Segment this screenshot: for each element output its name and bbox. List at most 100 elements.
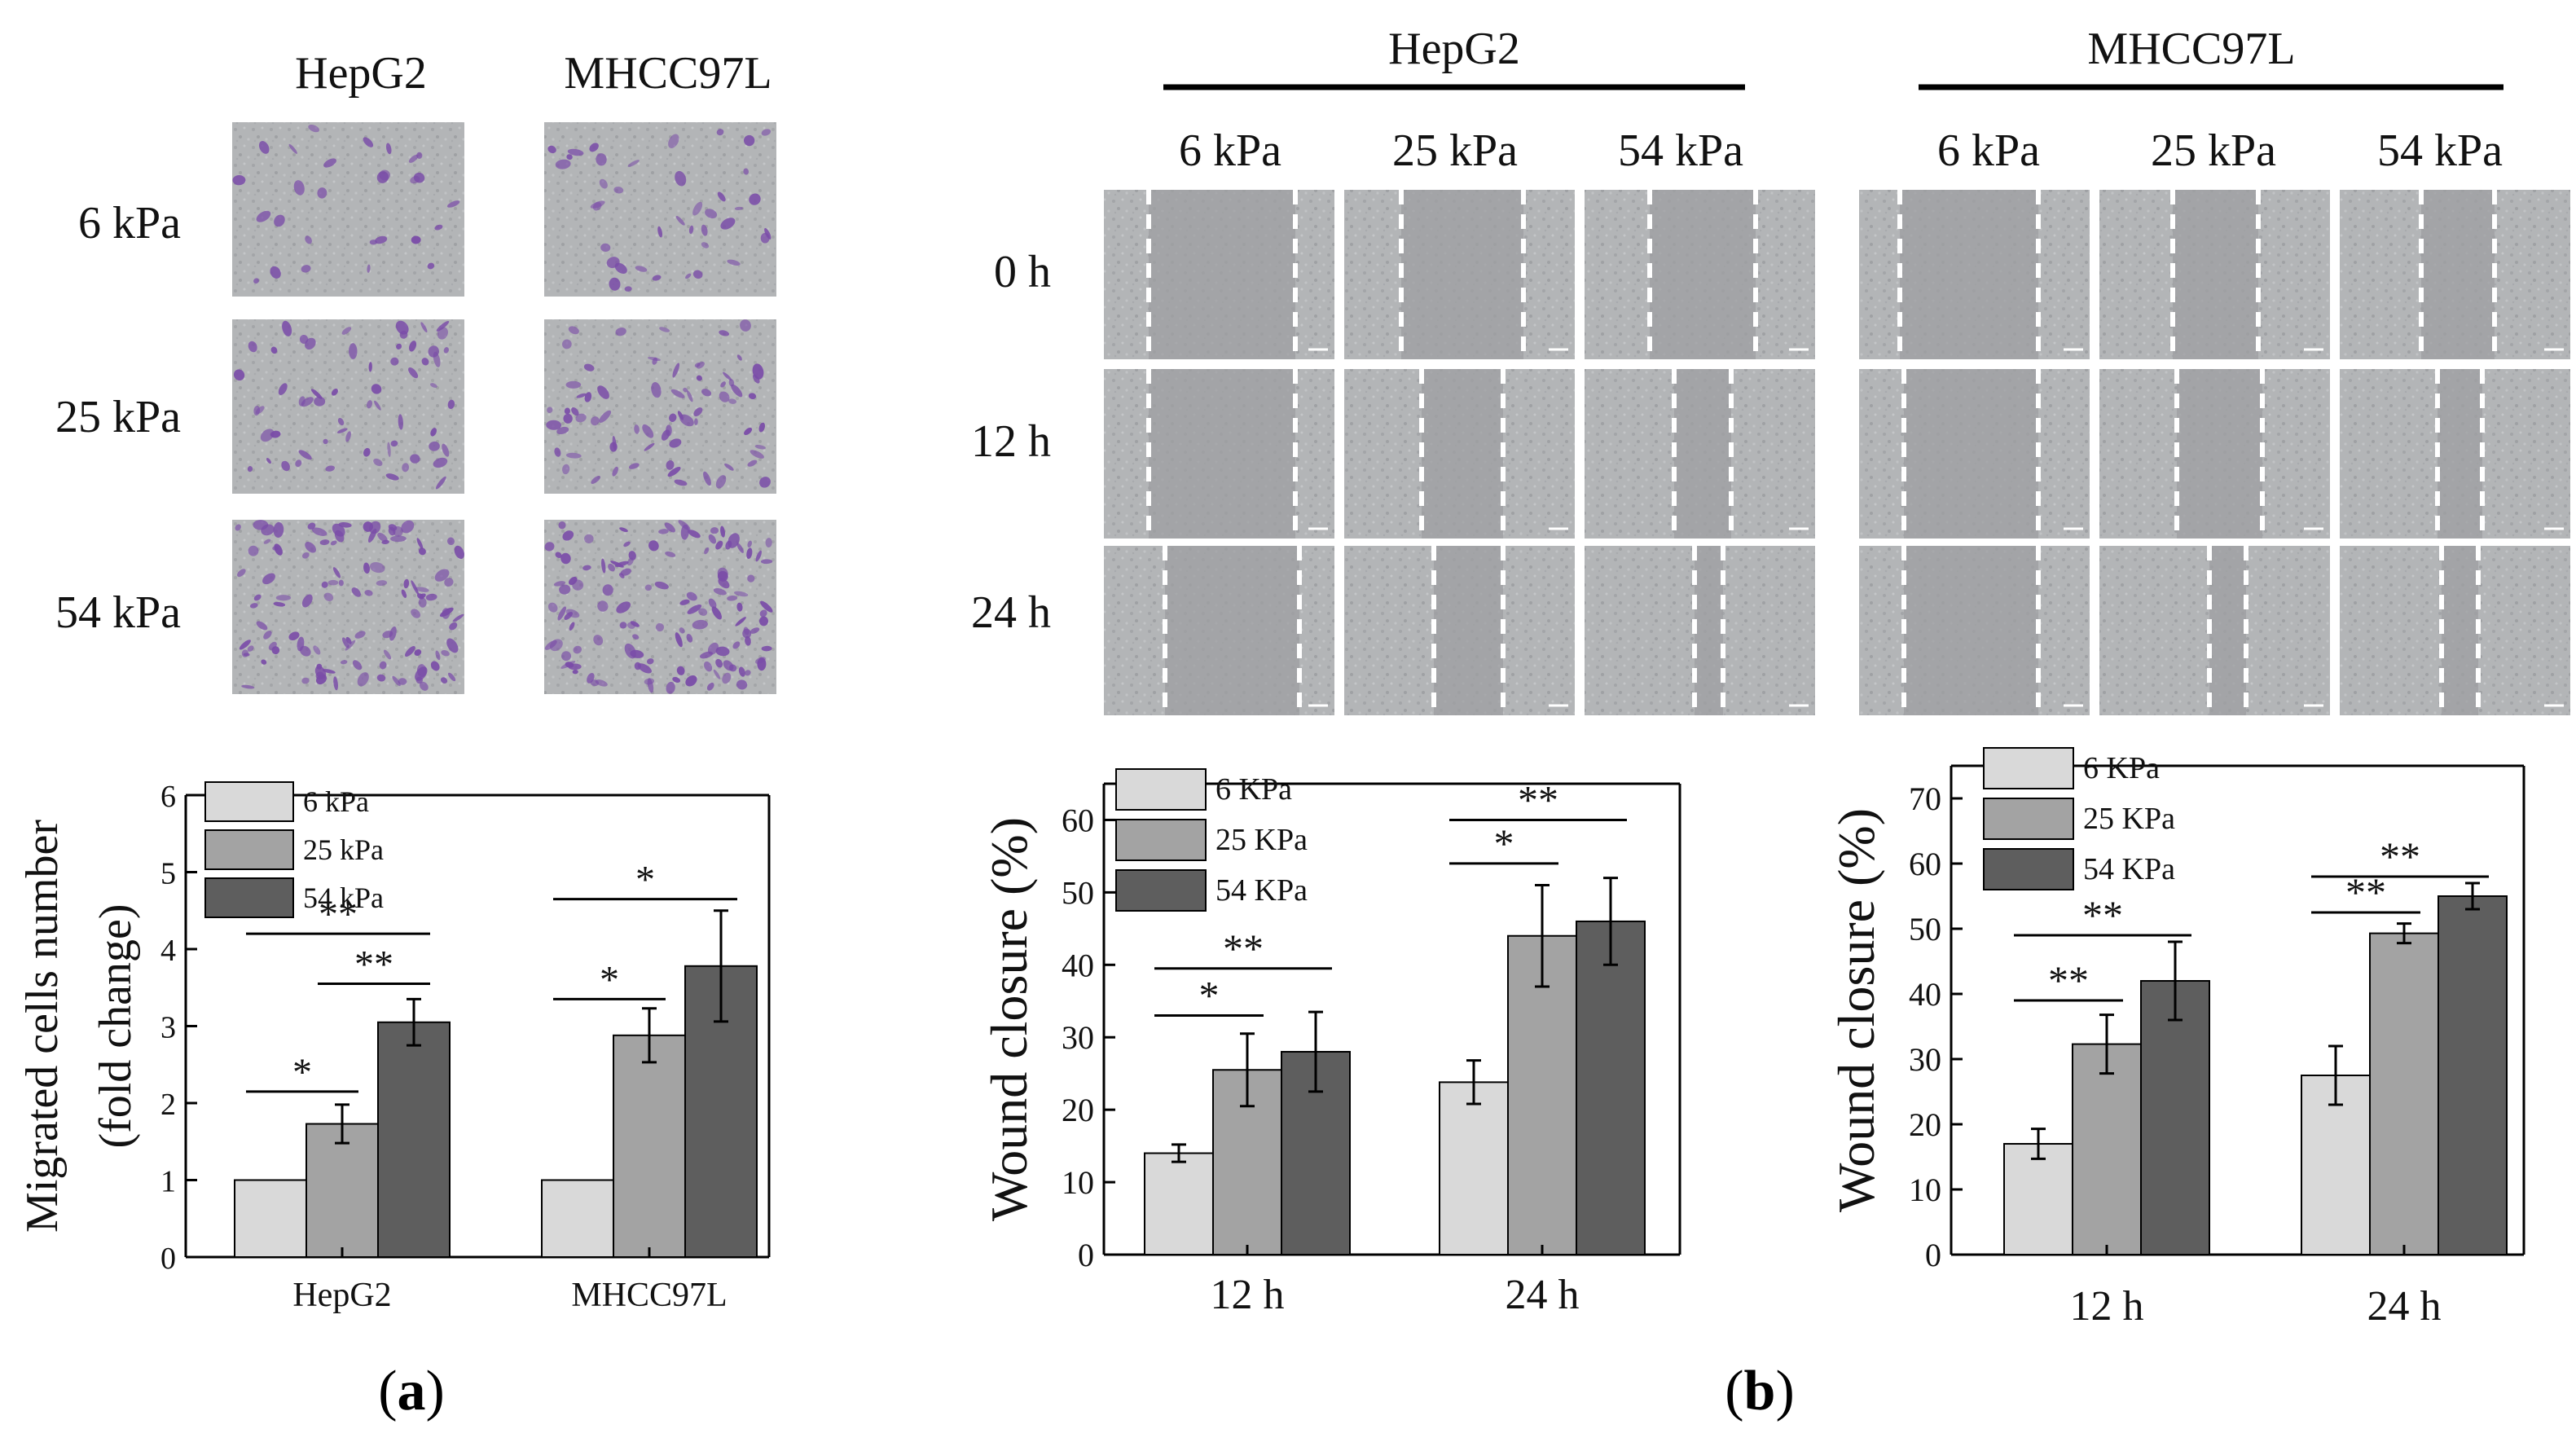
transwell-micrograph <box>232 518 466 694</box>
wound-micrograph <box>1585 546 1815 715</box>
stained-cell <box>328 580 339 586</box>
y-tick-label: 20 <box>1909 1106 1941 1143</box>
x-category-label: MHCC97L <box>571 1277 727 1314</box>
legend-label: 54 kPa <box>303 881 384 914</box>
panel-label-a: (a) <box>378 1360 445 1422</box>
significance-marker: * <box>292 1051 312 1094</box>
micrograph-background <box>232 520 464 694</box>
x-category-label: HepG2 <box>292 1277 391 1314</box>
legend-swatch <box>1116 769 1206 810</box>
wound-micrograph <box>1344 190 1575 359</box>
legend-swatch <box>1116 820 1206 860</box>
wound-micrograph <box>1344 546 1575 715</box>
wound-gap <box>2173 190 2258 359</box>
x-category-label: 12 h <box>2070 1283 2144 1330</box>
wound-micrograph <box>2099 369 2330 539</box>
chart-wound-closure-mhcc97l: 010203040506070Wound closure (%)12 h 24 h… <box>1827 748 2524 1330</box>
y-tick-label: 6 <box>160 780 176 814</box>
legend-label: 25 kPa <box>303 833 384 866</box>
significance-marker: ** <box>1223 925 1264 971</box>
y-tick-label: 2 <box>160 1088 176 1122</box>
y-tick-label: 60 <box>1062 802 1094 838</box>
y-tick-label: 60 <box>1909 846 1941 882</box>
panel-b-time-label-24h: 24 h <box>971 587 1051 638</box>
stained-cell <box>759 616 768 626</box>
panel-b-stiffness-label: 6 kPa <box>1179 125 1281 176</box>
wound-gap <box>2442 546 2478 715</box>
significance-marker: * <box>635 859 655 902</box>
panel-b-stiffness-label: 25 kPa <box>2151 125 2276 176</box>
wound-micrograph <box>1104 369 1334 539</box>
significance-marker: ** <box>354 943 393 987</box>
panel-a-row-label-54kpa: 54 kPa <box>55 587 181 638</box>
bar <box>2370 934 2438 1255</box>
y-tick-label: 40 <box>1062 947 1094 983</box>
wound-gap <box>2421 190 2495 359</box>
panel-b-micrographs: HepG2 MHCC97L 6 kPa 25 kPa 54 kPa 6 kPa … <box>971 24 2570 715</box>
significance-marker: * <box>600 958 619 1001</box>
wound-gap <box>2438 369 2482 539</box>
wound-gap <box>1422 369 1503 539</box>
panel-b-time-label-0h: 0 h <box>994 247 1051 297</box>
wound-gap <box>1434 546 1503 715</box>
panel-a-micrographs: HepG2 MHCC97L 6 kPa 25 kPa 54 kPa <box>55 48 776 695</box>
y-tick-label: 1 <box>160 1165 176 1199</box>
y-tick-label: 10 <box>1062 1164 1094 1201</box>
wound-micrograph <box>1344 369 1575 539</box>
transwell-micrograph <box>231 319 464 494</box>
wound-gap <box>1904 546 2038 715</box>
bar <box>1440 1082 1508 1255</box>
bar <box>2438 896 2507 1255</box>
panel-b-stiffness-label: 54 kPa <box>2377 125 2503 176</box>
micrograph-background <box>232 319 464 494</box>
figure: HepG2 MHCC97L 6 kPa 25 kPa 54 kPa HepG2 … <box>0 0 2576 1442</box>
significance-marker: * <box>1494 820 1514 866</box>
wound-gap <box>1149 190 1295 359</box>
bar <box>2073 1044 2141 1255</box>
wound-gap <box>1900 190 2038 359</box>
wound-gap <box>1165 546 1299 715</box>
y-tick-label: 3 <box>160 1011 176 1045</box>
wound-micrograph <box>2340 190 2570 359</box>
stained-cell <box>416 152 422 159</box>
legend-swatch <box>1984 748 2073 789</box>
y-axis-label: Wound closure (%) <box>980 817 1038 1221</box>
panel-b-group-label-hepg2: HepG2 <box>1388 24 1520 74</box>
significance-marker: ** <box>1518 776 1558 822</box>
legend-swatch <box>1116 870 1206 911</box>
x-category-label: 24 h <box>2367 1283 2442 1330</box>
bar <box>613 1035 685 1257</box>
wound-micrograph <box>2099 190 2330 359</box>
chart-wound-closure-hepg2: 0102030405060Wound closure (%)12 h 24 h**… <box>980 769 1680 1318</box>
y-tick-label: 30 <box>1062 1019 1094 1056</box>
micrograph-background <box>544 319 776 494</box>
y-tick-label: 30 <box>1909 1041 1941 1078</box>
y-tick-label: 0 <box>1078 1237 1094 1273</box>
wound-gap <box>1149 369 1295 539</box>
stained-cell <box>566 381 582 389</box>
legend-swatch <box>1984 798 2073 839</box>
significance-marker: ** <box>2048 957 2089 1003</box>
legend-label: 6 KPa <box>1215 772 1292 807</box>
legend-label: 54 KPa <box>2083 852 2175 886</box>
stained-cell <box>276 595 291 600</box>
significance-marker: ** <box>2380 833 2420 879</box>
wound-micrograph <box>1859 546 2090 715</box>
legend-label: 25 KPa <box>1215 823 1308 857</box>
wound-micrograph <box>1585 369 1815 539</box>
transwell-micrograph <box>544 122 776 297</box>
y-tick-label: 0 <box>1925 1237 1941 1273</box>
legend-swatch <box>205 782 293 821</box>
y-axis-label: Migrated cells number <box>17 820 68 1233</box>
wound-gap <box>2209 546 2246 715</box>
wound-micrograph <box>1859 190 2090 359</box>
y-tick-label: 50 <box>1062 874 1094 911</box>
legend-swatch <box>1984 849 2073 890</box>
legend-label: 6 KPa <box>2083 751 2160 785</box>
chart-migrated-cells: 0123456Migrated cells number (fold change… <box>17 780 769 1314</box>
legend-label: 54 KPa <box>1215 873 1308 908</box>
panel-letter: a <box>398 1360 426 1422</box>
transwell-micrograph <box>544 319 776 494</box>
stained-cell <box>572 580 583 591</box>
legend-label: 6 kPa <box>303 785 369 818</box>
